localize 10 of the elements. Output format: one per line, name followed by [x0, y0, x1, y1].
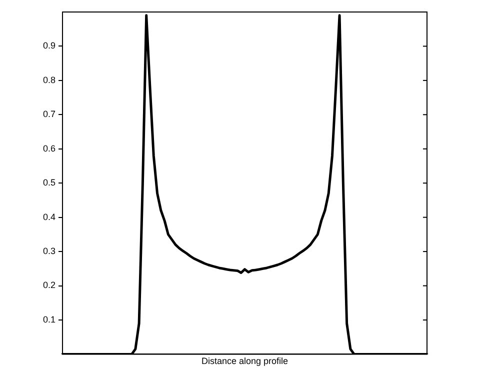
y-tick-label: 0.6 [42, 143, 56, 154]
y-tick-label: 0.3 [42, 246, 56, 256]
y-tick-label: 0.9 [42, 40, 56, 51]
y-tick-label: 0.8 [42, 74, 56, 85]
y-tick-label: 0.2 [42, 280, 56, 290]
y-tick-label: 0.4 [42, 212, 56, 222]
x-axis-title: Distance along profile [201, 356, 288, 366]
y-tick-label: 0.5 [42, 178, 56, 188]
y-tick-label: 0.1 [42, 314, 56, 324]
y-tick-label: 0.7 [42, 109, 56, 120]
